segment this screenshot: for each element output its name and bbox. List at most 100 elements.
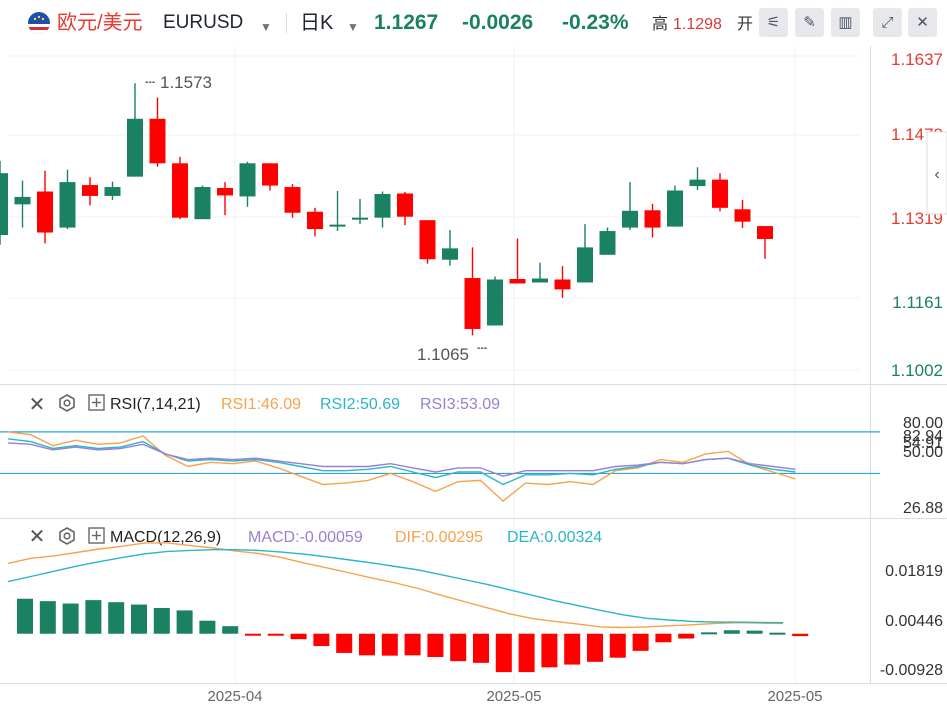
candle-body bbox=[14, 196, 31, 205]
macd-bar bbox=[313, 633, 330, 647]
macd-bar bbox=[17, 598, 33, 634]
period-selector[interactable]: 日K bbox=[300, 12, 334, 34]
draw-button[interactable]: ✎ bbox=[795, 8, 824, 37]
indicator-button[interactable]: ▥ bbox=[831, 8, 860, 37]
candle-body bbox=[104, 187, 121, 196]
rsi-tick: 54.91 bbox=[903, 435, 943, 452]
candle-body bbox=[0, 173, 8, 236]
price-axis: 1.1637 1.1478 1.1319 1.1161 1.1002 bbox=[891, 50, 943, 380]
candle-body bbox=[217, 188, 233, 196]
macd-lines bbox=[7, 542, 784, 629]
rsi-settings-icon[interactable] bbox=[59, 394, 75, 412]
macd-bar bbox=[450, 633, 467, 662]
time-axis: 2025-04 2025-05 2025-05 bbox=[207, 688, 822, 705]
fullscreen-button[interactable]: ⤢ bbox=[873, 8, 902, 37]
symbol-dropdown-icon[interactable]: ▼ bbox=[260, 20, 272, 34]
rsi-line bbox=[7, 431, 796, 503]
candle-body bbox=[329, 224, 346, 227]
dif-line bbox=[7, 542, 784, 629]
rsi-legend: ✕ RSI(7,14,21) RSI1:46.09 RSI2:50.69 RSI… bbox=[29, 394, 501, 416]
macd-bar bbox=[290, 633, 307, 640]
macd-bar bbox=[245, 633, 261, 636]
macd-bar bbox=[564, 633, 581, 665]
candle-body bbox=[554, 279, 571, 290]
time-tick: 2025-05 bbox=[486, 688, 541, 705]
time-tick: 2025-05 bbox=[767, 688, 822, 705]
macd-bar bbox=[85, 600, 102, 634]
rsi2-legend: RSI2:50.69 bbox=[320, 396, 400, 413]
macd-bar bbox=[199, 620, 216, 634]
candle-body bbox=[599, 231, 616, 255]
trendline-button[interactable]: ⚟ bbox=[759, 8, 788, 37]
macd-bar bbox=[153, 608, 170, 634]
candle-body bbox=[487, 279, 503, 326]
macd-bar bbox=[381, 633, 398, 656]
bar-chart-icon: ▥ bbox=[838, 14, 853, 31]
rsi-close-icon[interactable]: ✕ bbox=[29, 394, 46, 416]
symbol-code[interactable]: EURUSD bbox=[163, 12, 244, 33]
macd-close-icon[interactable]: ✕ bbox=[29, 526, 46, 548]
low-annotation: 1.1065 bbox=[417, 345, 469, 364]
symbol-name[interactable]: 欧元/美元 bbox=[57, 12, 143, 34]
candle-body bbox=[149, 118, 166, 164]
pane-separators bbox=[0, 46, 947, 684]
candle-body bbox=[59, 182, 76, 228]
candle-body bbox=[622, 210, 638, 228]
open-label: 开 bbox=[737, 16, 754, 33]
candle-body bbox=[509, 279, 526, 284]
close-button[interactable]: ✕ bbox=[908, 8, 937, 37]
macd-bar bbox=[404, 633, 421, 656]
candle-body bbox=[464, 278, 481, 329]
extreme-annotations: ┄ 1.1573 1.1065 ┄ bbox=[145, 73, 487, 364]
price-change: -0.0026 bbox=[462, 11, 534, 34]
macd-bar bbox=[473, 633, 489, 663]
macd-bar bbox=[427, 633, 444, 658]
high-annotation: 1.1573 bbox=[160, 73, 212, 92]
macd-bar bbox=[609, 633, 626, 658]
candle-body bbox=[757, 226, 773, 239]
rsi-tick: 26.88 bbox=[903, 500, 943, 517]
period-dropdown-icon[interactable]: ▼ bbox=[347, 20, 359, 34]
macd-bar bbox=[518, 633, 535, 673]
rsi-indicator-name: RSI(7,14,21) bbox=[110, 396, 201, 413]
close-icon: ✕ bbox=[916, 14, 929, 31]
macd-settings-icon[interactable] bbox=[59, 527, 75, 545]
high-value: 1.1298 bbox=[673, 16, 722, 33]
macd-legend: ✕ MACD(12,26,9) MACD:-0.00059 DIF:0.0029… bbox=[29, 526, 603, 548]
macd-bar bbox=[678, 633, 695, 639]
macd-bar bbox=[267, 633, 284, 636]
rsi-series bbox=[7, 431, 796, 503]
header-bar: 欧元/美元 EURUSD ▼ 日K ▼ 1.1267 -0.0026 -0.23… bbox=[0, 0, 947, 46]
grid-lines bbox=[8, 46, 860, 683]
low-dots: ┄ bbox=[477, 339, 487, 358]
rsi-tick: 82.94 bbox=[903, 428, 943, 445]
macd-expand-icon[interactable] bbox=[88, 527, 105, 544]
high-label: 高 bbox=[652, 16, 669, 33]
macd-bar bbox=[108, 602, 125, 634]
dea-line bbox=[7, 549, 784, 624]
rsi-tick: 80.00 bbox=[903, 415, 943, 432]
eu-us-flag-icon bbox=[28, 12, 50, 34]
rsi-line bbox=[7, 442, 796, 477]
candle-body bbox=[577, 247, 593, 283]
rsi-expand-icon[interactable] bbox=[88, 394, 105, 411]
macd-histogram bbox=[17, 598, 809, 673]
macd-bar bbox=[769, 632, 786, 635]
candle-body bbox=[82, 185, 98, 196]
candle-body bbox=[194, 187, 211, 220]
candle-body bbox=[172, 163, 188, 218]
collapse-panel-button[interactable]: ‹ bbox=[926, 131, 947, 215]
rsi-tick: 50.00 bbox=[903, 444, 943, 461]
rsi-axis: 80.00 82.94 54.91 50.00 26.88 bbox=[903, 415, 943, 517]
price-change-percent: -0.23% bbox=[562, 11, 629, 34]
high-dots: ┄ bbox=[145, 73, 155, 92]
time-tick: 2025-04 bbox=[207, 688, 262, 705]
macd-axis: 0.01819 0.00446 -0.00928 bbox=[880, 563, 943, 679]
macd-bar bbox=[792, 633, 809, 637]
candle-body bbox=[262, 163, 278, 186]
candle-body bbox=[712, 179, 728, 208]
header-divider bbox=[286, 13, 287, 33]
macd-bar bbox=[359, 633, 375, 656]
